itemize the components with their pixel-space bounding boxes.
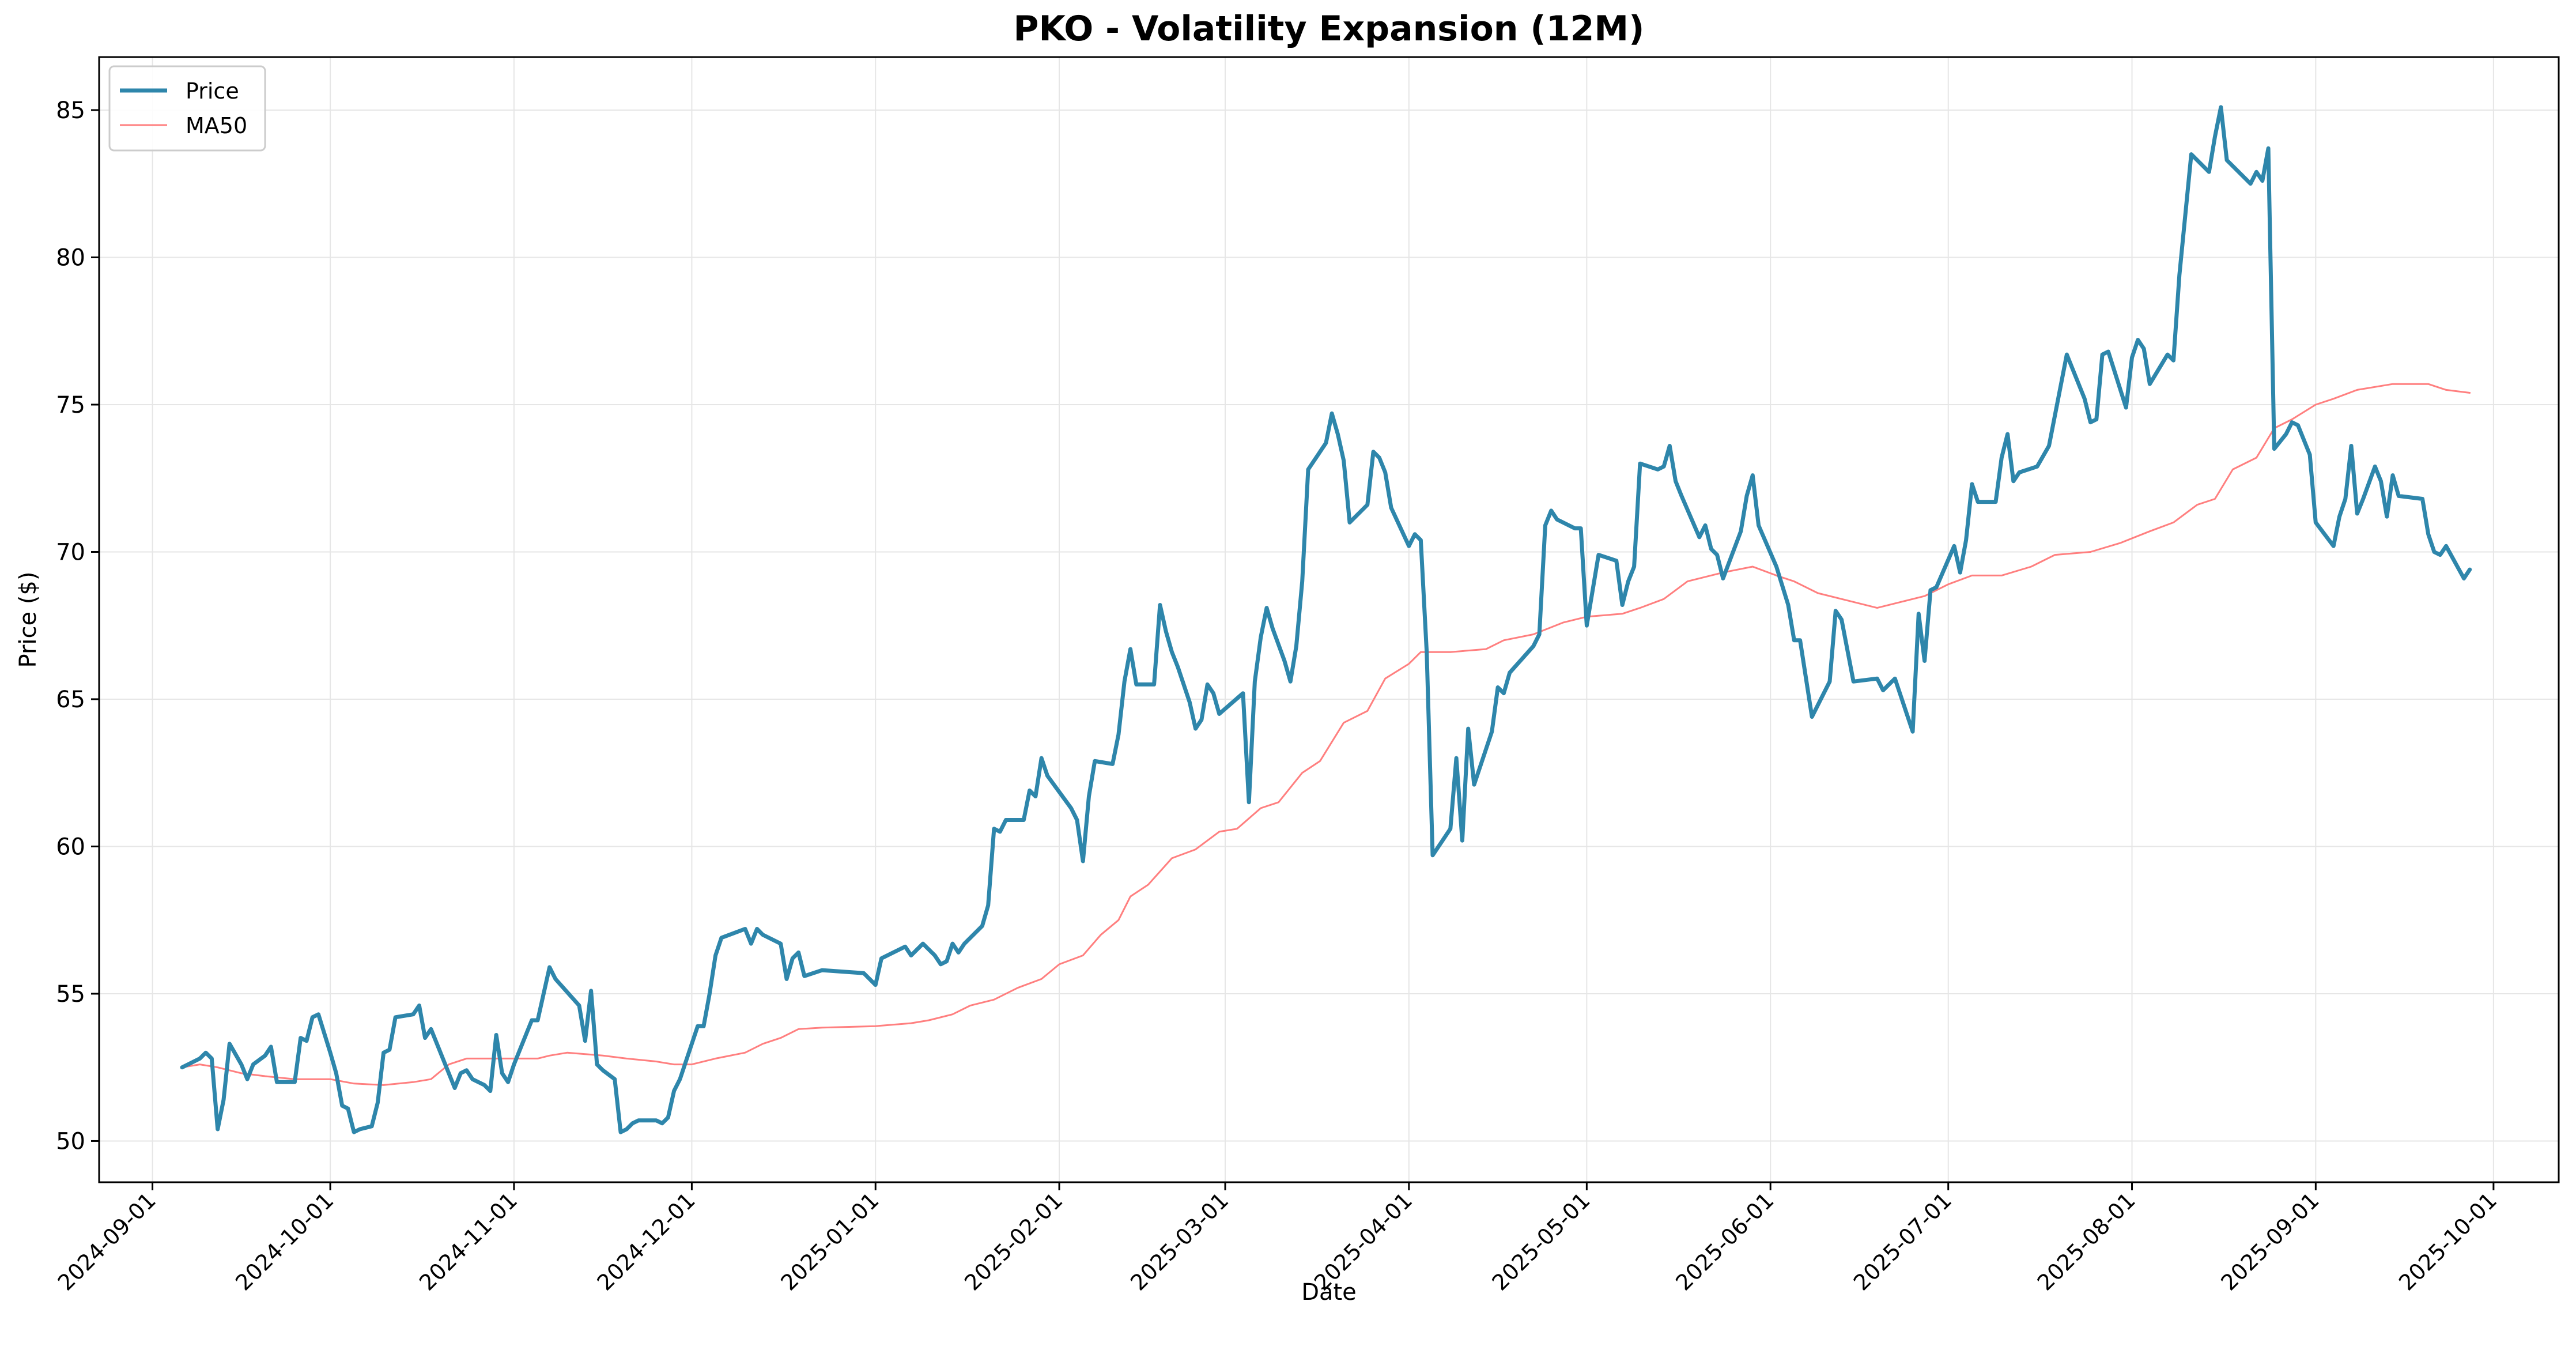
x-tick-label: 2024-10-01 bbox=[231, 1187, 338, 1295]
y-tick-label: 80 bbox=[56, 244, 85, 271]
plot-frame bbox=[98, 56, 2560, 1183]
x-tick-label: 2025-02-01 bbox=[960, 1187, 1067, 1295]
x-tick-label: 2025-08-01 bbox=[2033, 1187, 2140, 1295]
x-axis-ticks: 2024-09-01 2024-10-01 2024-11-01 2024-12-01… bbox=[53, 1182, 2502, 1296]
legend-box bbox=[108, 65, 266, 152]
x-tick-label: 2024-11-01 bbox=[414, 1187, 522, 1295]
x-tick-label: 2025-01-01 bbox=[776, 1187, 883, 1295]
y-tick-label: 70 bbox=[56, 539, 85, 565]
y-tick-label: 60 bbox=[56, 834, 85, 860]
x-tick-label: 2025-03-01 bbox=[1125, 1187, 1233, 1295]
legend-label-price: Price bbox=[186, 78, 239, 104]
series-layer bbox=[180, 105, 2472, 1134]
y-axis-label: Price ($) bbox=[15, 572, 41, 668]
y-tick-label: 85 bbox=[56, 97, 85, 124]
grid bbox=[99, 57, 2559, 1182]
y-axis-ticks: 50 55 60 65 70 75 80 85 bbox=[56, 97, 99, 1155]
legend: Price MA50 bbox=[108, 65, 266, 152]
x-axis-label: Date bbox=[1301, 1279, 1357, 1306]
chart-title: PKO - Volatility Expansion (12M) bbox=[1014, 9, 1645, 49]
y-tick-label: 50 bbox=[56, 1128, 85, 1155]
x-tick-label: 2025-06-01 bbox=[1671, 1187, 1778, 1295]
y-tick-label: 55 bbox=[56, 981, 85, 1008]
x-tick-label: 2025-07-01 bbox=[1849, 1187, 1956, 1295]
x-tick-label: 2025-05-01 bbox=[1487, 1187, 1595, 1295]
y-tick-label: 75 bbox=[56, 392, 85, 418]
x-tick-label: 2025-10-01 bbox=[2394, 1187, 2502, 1295]
y-tick-label: 65 bbox=[56, 687, 85, 713]
series-line-price bbox=[180, 105, 2472, 1134]
legend-label-ma50: MA50 bbox=[186, 113, 247, 138]
x-tick-label: 2025-09-01 bbox=[2216, 1187, 2324, 1295]
x-tick-label: 2024-09-01 bbox=[53, 1187, 161, 1295]
series-line-ma50 bbox=[181, 383, 2471, 1086]
x-tick-label: 2024-12-01 bbox=[592, 1187, 700, 1295]
